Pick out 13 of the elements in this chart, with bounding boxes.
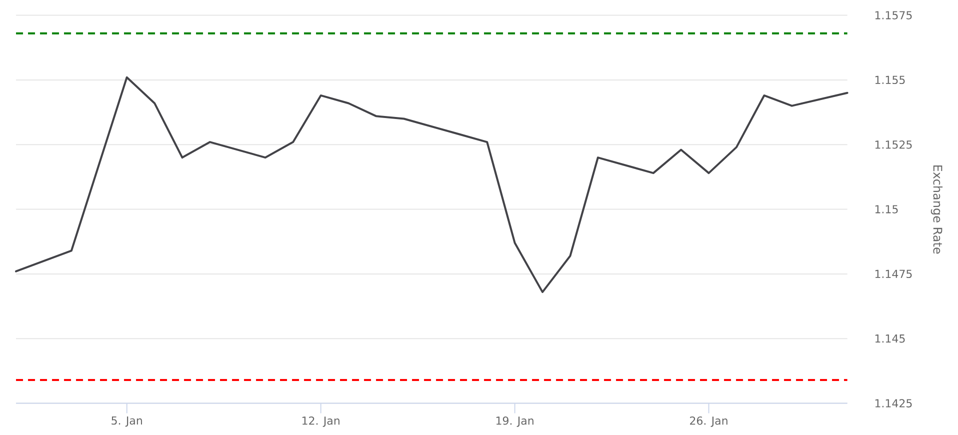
x-tick-label: 5. Jan — [112, 416, 142, 427]
y-tick-label: 1.155 — [875, 76, 905, 84]
y-tick-label: 1.1425 — [875, 399, 912, 408]
x-tick-label: 12. Jan — [302, 416, 340, 427]
x-tick-label: 26. Jan — [690, 416, 728, 427]
y-tick-label: 1.1525 — [875, 140, 912, 149]
y-tick-label: 1.1475 — [875, 270, 912, 278]
x-tick-label: 19. Jan — [496, 416, 534, 427]
y-axis-title: Exchange Rate — [930, 165, 943, 254]
y-tick-label: 1.15 — [875, 205, 898, 214]
y-tick-label: 1.145 — [875, 334, 905, 343]
line-series — [15, 76, 848, 294]
y-tick-label: 1.1575 — [875, 11, 912, 20]
